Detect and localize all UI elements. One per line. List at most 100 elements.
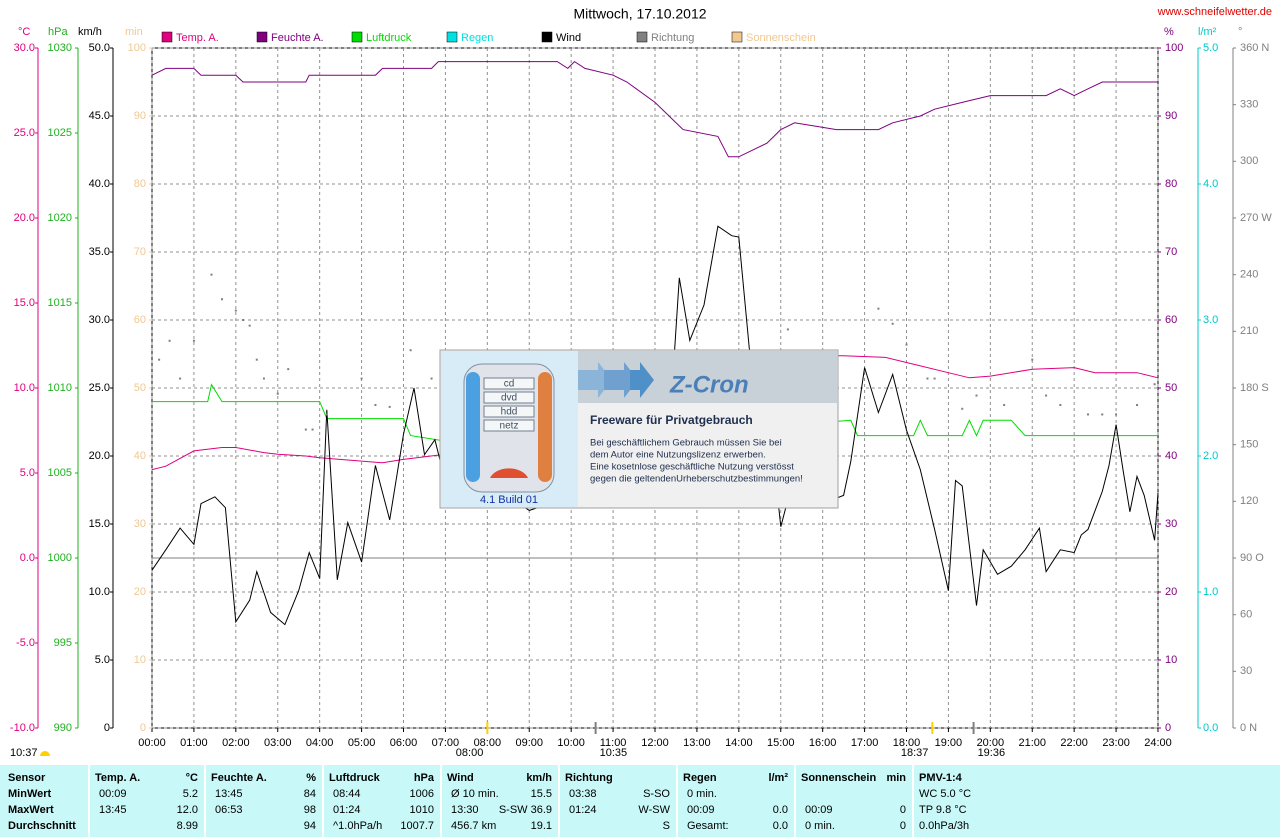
x-tick-label: 11:00 [600,737,627,749]
x-tick-label: 00:00 [138,737,166,749]
direction-dot [311,428,314,431]
row-label: MinWert [8,788,52,800]
x-tick-label: 19:00 [935,737,963,749]
direction-dot [905,343,908,346]
axis-unit: °C [18,26,30,38]
column-header: Wind [447,772,474,784]
y-tick-label: 60 [134,314,146,326]
x-tick-label: 24:00 [1144,737,1172,749]
direction-dot [430,377,433,380]
axis-unit: min [125,26,143,38]
y-tick-label: 20.0 [14,212,35,224]
x-tick-label: 16:00 [809,737,837,749]
legend-label: Regen [461,32,493,44]
y-tick-label: 50.0 [89,42,110,54]
direction-dot [179,377,182,380]
cell-value: 1006 [410,788,434,800]
y-tick-label: 25.0 [89,382,110,394]
cell-text: 01:24 [333,804,361,816]
legend-swatch [636,31,648,43]
axis-unit: l/m² [1198,26,1217,38]
direction-dot [255,358,258,361]
direction-dot [241,319,244,321]
y-tick-label: 300 [1240,155,1258,167]
icon-slot [483,391,535,404]
popup-line: Eine kosetnlose geschäftliche Nutzung ve… [590,462,794,473]
arrow [604,362,638,398]
cell-text: 0.0hPa/3h [919,820,969,832]
x-tick-label: 02:00 [222,737,250,749]
direction-dot [786,328,789,331]
direction-dot [168,339,171,342]
y-tick-label: 240 [1240,269,1258,281]
cell-text: 06:53 [215,804,243,816]
y-tick-label: 1030 [48,42,72,54]
y-tick-label: 210 [1240,325,1258,337]
chart-title: Mittwoch, 17.10.2012 [573,6,706,22]
icon-slot [483,405,535,418]
direction-dot [1003,404,1006,406]
popup: Z-Cron Freeware für Privatgebrauch 4.1 B… [439,349,839,509]
cell-value: W-SW [638,804,670,816]
column-header: Regen [683,772,717,784]
cell-value: 19.1 [531,820,552,832]
direction-dot [262,377,265,380]
legend-label: Sonnenschein [746,32,816,44]
direction-dot [1136,404,1139,406]
direction-dot [961,407,964,410]
popup-line: dem Autor eine Nutzungslizenz erwerben. [590,450,766,461]
icon-label: hdd [501,407,518,418]
column-header: Luftdruck [329,772,381,784]
popup-line: Bei geschäftlichem Gebrauch müssen Sie b… [590,438,782,449]
cell-text: Ø 10 min. [451,788,499,800]
y-tick-label: 1000 [48,552,72,564]
legend-label: Richtung [651,32,694,44]
column-header: Richtung [565,772,613,784]
x-tick-label: 01:00 [180,737,208,749]
series-line [151,225,1159,626]
x-tick-label: 21:00 [1018,737,1046,749]
x-tick-label: 23:00 [1102,737,1130,749]
y-tick-label: 100 [128,42,146,54]
y-tick-label: 5.0 [1203,42,1218,54]
y-tick-label: 30 [1165,518,1177,530]
x-tick-label: 17:00 [851,737,879,749]
arrow [630,362,654,398]
direction-dot [891,322,894,325]
column-header: Sonnenschein [801,772,876,784]
legend-swatch [161,31,173,43]
y-tick-label: 2.0 [1203,450,1218,462]
column-unit: km/h [526,772,552,784]
x-tick-label: 13:00 [683,737,711,749]
y-tick-label: 360 N [1240,42,1269,54]
sun-icon [40,751,50,756]
y-tick-label: 0.0 [1203,722,1218,734]
y-tick-label: 80 [1165,178,1177,190]
cell-value: 0 [900,804,906,816]
y-tick-label: 90 [134,110,146,122]
summary-table: Sensor Temp. A. °C Feuchte A.% Luftdruck hPa W… [0,765,1280,837]
direction-dot [221,298,224,301]
direction-dot [287,368,290,371]
y-tick-label: 180 S [1240,382,1269,394]
x-tick-label: 08:00 [474,737,502,749]
y-tick-label: 1015 [48,297,72,309]
direction-dot [926,377,929,380]
cell-value: 0 [900,820,906,832]
legend-swatch [256,31,268,43]
cell-value: S-SO [643,788,670,800]
y-tick-label: 30 [134,518,146,530]
cell-text: 00:09 [99,788,127,800]
cell-text: 13:30 [451,804,479,816]
y-tick-label: 90 O [1240,552,1264,564]
x-tick-label: 04:00 [306,737,334,749]
cell-text: 456.7 km [451,820,496,832]
y-tick-label: 40.0 [89,178,110,190]
popup-line: gegen die geltendenUrheberschutzbestimmu… [590,474,803,485]
y-tick-label: 40 [1165,450,1177,462]
y-tick-label: 0 [1165,722,1171,734]
y-tick-label: 10 [1165,654,1177,666]
direction-dot [234,309,237,312]
y-tick-label: 4.0 [1203,178,1218,190]
